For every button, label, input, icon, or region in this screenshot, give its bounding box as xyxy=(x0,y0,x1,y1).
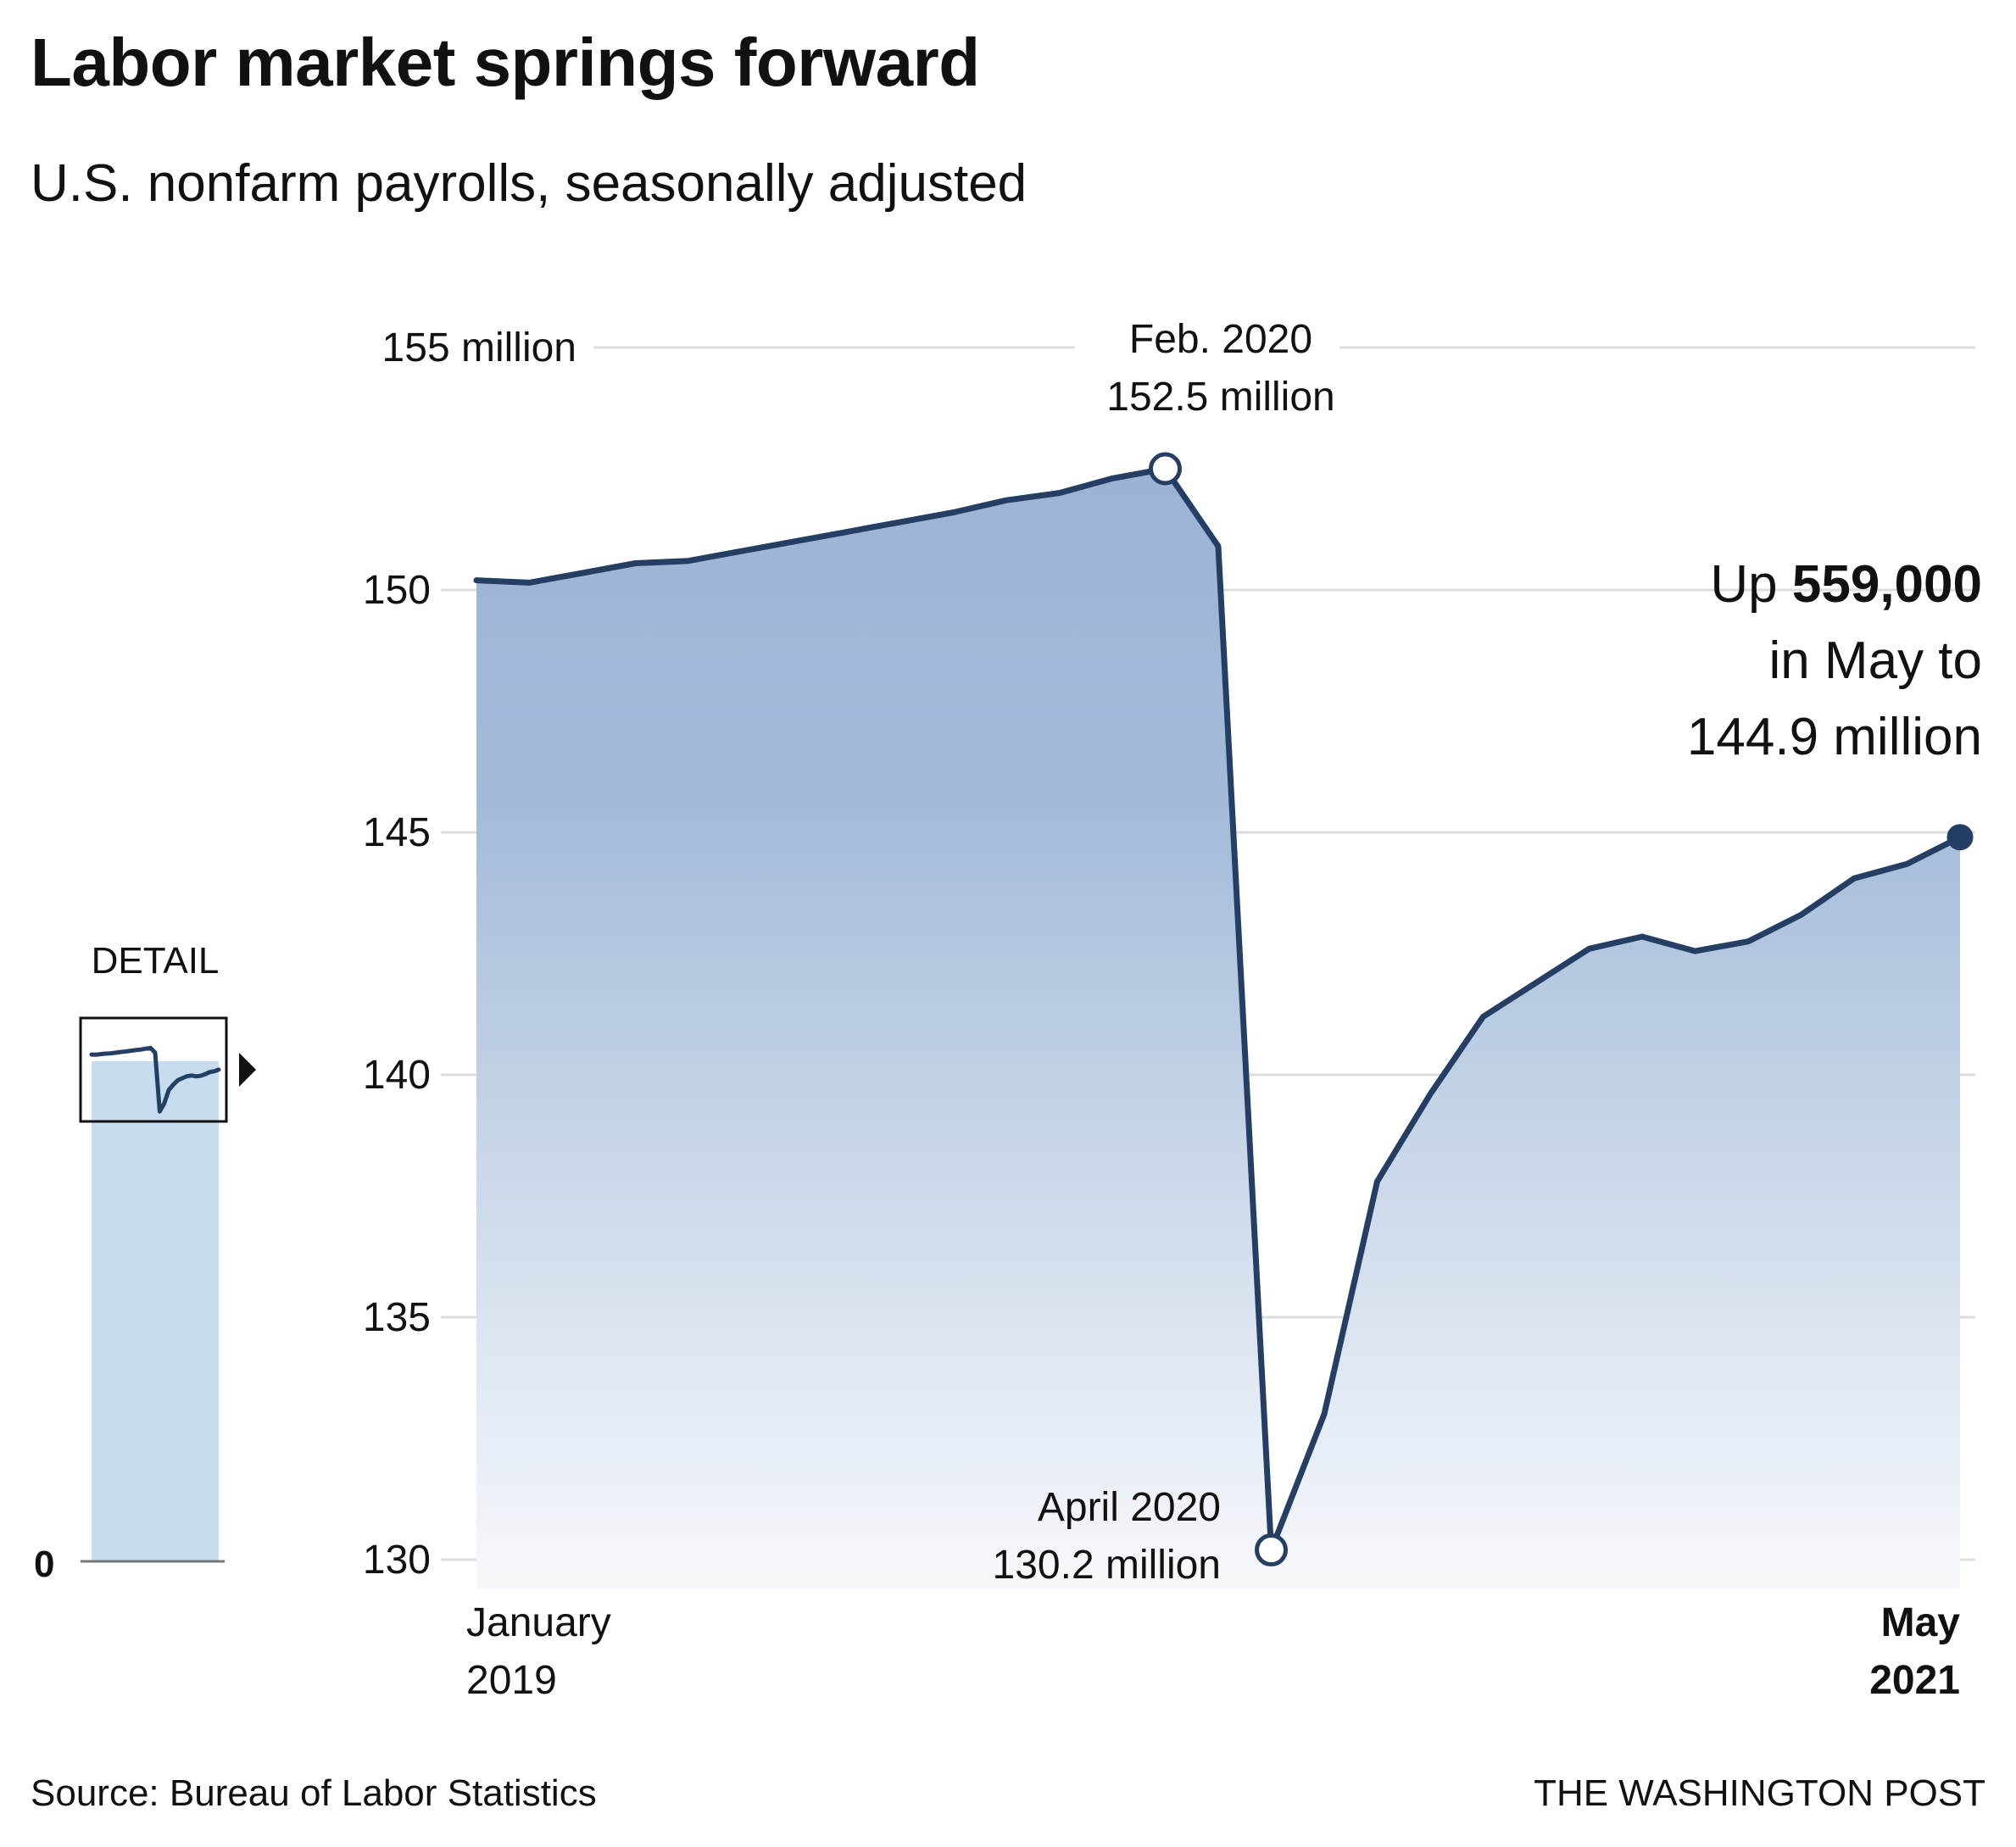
source-note: Source: Bureau of Labor Statistics xyxy=(31,1772,597,1814)
detail-inset: DETAIL 0 xyxy=(34,940,256,1585)
inset-sparkline xyxy=(89,1045,221,1114)
inset-label: DETAIL xyxy=(92,940,220,982)
inset-zero-label: 0 xyxy=(34,1544,54,1585)
chart-title: Labor market springs forward xyxy=(31,25,980,100)
y-tick-label-130: 130 xyxy=(363,1538,431,1583)
inset-area xyxy=(92,1061,219,1561)
annotation-may-bold: 559,000 xyxy=(1792,555,1982,614)
marker-apr xyxy=(1255,1533,1288,1567)
annotation-apr-value: 130.2 million xyxy=(993,1543,1221,1588)
x-label-start-month: January xyxy=(466,1600,611,1645)
x-label-end-month: May xyxy=(1881,1600,1961,1645)
line-layer xyxy=(473,465,1963,1554)
payrolls-area xyxy=(476,469,1960,1589)
y-axis-tick-labels: 130 135 140 145 150 155 million xyxy=(363,325,576,1583)
publisher-credit: THE WASHINGTON POST xyxy=(1534,1772,1985,1814)
annotation-may-line2: in May to xyxy=(1768,631,1982,690)
annotation-may-line1: Up 559,000 xyxy=(1710,555,1982,614)
annotation-apr-label: April 2020 xyxy=(1038,1485,1221,1530)
y-tick-label-145: 145 xyxy=(363,810,431,855)
marker-may xyxy=(1946,824,1974,851)
inset-pointer-icon xyxy=(239,1053,256,1087)
marker-layer xyxy=(1149,452,1974,1567)
annotation-may-prefix: Up xyxy=(1710,555,1791,614)
x-label-end-year: 2021 xyxy=(1869,1658,1960,1703)
area-layer xyxy=(476,469,1960,1589)
marker-feb xyxy=(1149,452,1182,486)
inset-sparkline-layer xyxy=(89,1045,221,1114)
y-tick-label-135: 135 xyxy=(363,1295,431,1340)
y-tick-label-155: 155 million xyxy=(382,325,576,370)
x-label-start-year: 2019 xyxy=(466,1658,557,1703)
annotation-feb-label: Feb. 2020 xyxy=(1129,317,1312,362)
y-tick-label-140: 140 xyxy=(363,1053,431,1098)
annotation-feb-value: 152.5 million xyxy=(1106,375,1334,420)
y-tick-label-150: 150 xyxy=(363,568,431,613)
annotation-may-line3: 144.9 million xyxy=(1687,708,1982,766)
inset-detail-box xyxy=(79,1016,228,1123)
payrolls-line xyxy=(473,465,1963,1554)
chart-subtitle: U.S. nonfarm payrolls, seasonally adjust… xyxy=(31,154,1027,213)
